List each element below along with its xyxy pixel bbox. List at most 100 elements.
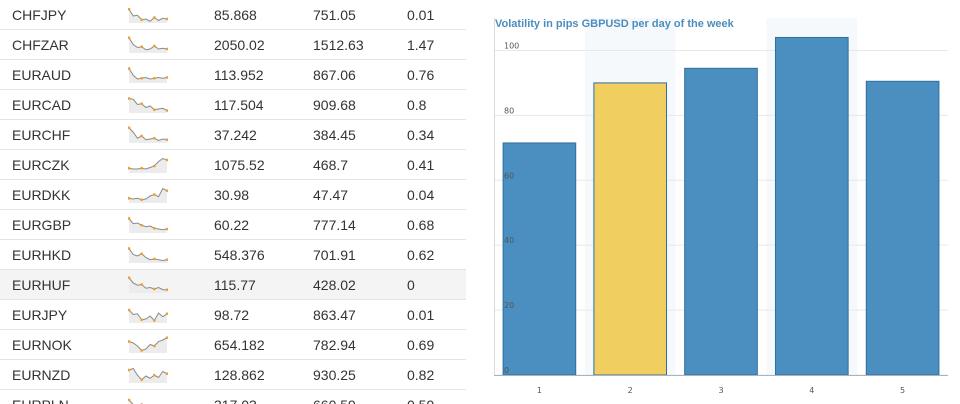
table-row[interactable]: CHFZAR 2050.02 1512.63 1.47: [0, 30, 466, 60]
sparkline-area: [129, 68, 167, 83]
pip-ratio: 0.69: [407, 336, 435, 353]
sparkline-marker: [152, 257, 156, 260]
sparkline-marker: [128, 339, 131, 343]
pip-value: 60.22: [214, 216, 250, 233]
sparkline-marker: [152, 44, 156, 47]
pip-ratio: 0.62: [407, 246, 435, 263]
sparkline-cell: [128, 390, 214, 404]
chart-title: Volatility in pips GBPUSD per day of the…: [495, 18, 734, 30]
sparkline-marker: [128, 246, 131, 250]
sparkline-marker: [128, 166, 131, 170]
table-row[interactable]: EURHKD 548.376 701.91 0.62: [0, 240, 466, 270]
table-row[interactable]: EURCAD 117.504 909.68 0.8: [0, 90, 466, 120]
sparkline-marker: [140, 101, 144, 105]
pip-value: 113.952: [214, 66, 264, 83]
x-tick-label: 2: [628, 386, 633, 395]
pip-range: 777.14: [313, 216, 356, 233]
sparkline-area: [129, 8, 167, 23]
sparkline-line: [128, 399, 143, 404]
table-row[interactable]: EURHUF 115.77 428.02 0: [0, 270, 466, 300]
sparkline-marker: [140, 44, 144, 48]
sparkline-marker: [128, 216, 131, 220]
table-row[interactable]: EURGBP 60.22 777.14 0.68: [0, 210, 466, 240]
table-row[interactable]: CHFJPY 85.868 751.05 0.01: [0, 0, 466, 30]
sparkline-marker: [140, 377, 144, 381]
sparkline-marker: [152, 107, 156, 111]
sparkline-cell: [128, 270, 214, 300]
sparkline-cell: [128, 30, 214, 60]
table-row[interactable]: EURNOK 654.182 782.94 0.69: [0, 330, 466, 360]
sparkline: [128, 308, 168, 323]
currency-pair: CHFZAR: [12, 36, 69, 53]
sparkline-area: [129, 218, 167, 233]
sparkline-cell: [128, 0, 214, 30]
sparkline: [128, 216, 168, 233]
table-row[interactable]: EURCHF 37.242 384.45 0.34: [0, 120, 466, 150]
bar-day-1: [502, 142, 577, 376]
sparkline: [128, 335, 168, 353]
sparkline-marker: [165, 158, 168, 161]
sparkline-marker: [128, 35, 131, 39]
sparkline-line: [128, 247, 168, 261]
sparkline-line: [128, 97, 168, 111]
table-row[interactable]: EURDKK 30.98 47.47 0.04: [0, 180, 466, 210]
sparkline: [128, 35, 168, 53]
pip-range: 384.45: [313, 126, 356, 143]
table-row[interactable]: EURJPY 98.72 863.47 0.01: [0, 300, 466, 330]
sparkline-marker: [140, 251, 144, 255]
currency-pair: EURNOK: [12, 336, 72, 353]
sparkline-line: [128, 126, 168, 141]
sparkline-area: [129, 368, 167, 383]
pip-value: 115.77: [214, 276, 256, 293]
pip-value: 128.862: [214, 366, 265, 383]
y-tick-label: 40: [504, 236, 514, 245]
currency-pair: EURCHF: [12, 126, 71, 143]
table-row[interactable]: EURPLN 317.03660.590.59: [0, 390, 466, 404]
table-row[interactable]: EURNZD 128.862 930.25 0.82: [0, 360, 466, 390]
sparkline-area: [129, 248, 167, 263]
sparkline-area: [129, 309, 167, 323]
volatility-table: CHFJPY 85.868 751.05 0.01 CHFZAR 2050.02 1512.…: [0, 0, 466, 404]
currency-pair: EURCAD: [12, 96, 72, 113]
sparkline-marker: [128, 308, 131, 311]
sparkline-marker: [152, 287, 156, 290]
table-row[interactable]: EURCZK 1075.52 468.7 0.41: [0, 150, 466, 180]
sparkline-cell: [128, 90, 214, 120]
sparkline: [128, 7, 168, 23]
sparkline-marker: [152, 344, 156, 347]
pip-range: 1512.63: [313, 36, 364, 53]
pip-range: 930.25: [313, 366, 356, 383]
sparkline-cell: [128, 180, 214, 210]
bar-day-4: [774, 36, 849, 376]
y-tick-label: 60: [504, 171, 514, 180]
pip-range: 863.47: [313, 306, 356, 323]
sparkline-marker: [140, 348, 144, 352]
sparkline-marker: [140, 166, 144, 170]
sparkline-marker: [165, 311, 168, 315]
y-tick-label: 20: [504, 301, 514, 310]
sparkline-marker: [165, 227, 168, 230]
currency-pair: EURHUF: [12, 276, 71, 293]
currency-pair: EURGBP: [12, 216, 72, 233]
x-tick-label: 3: [718, 386, 723, 395]
sparkline-marker: [140, 134, 144, 137]
sparkline-marker: [128, 96, 131, 100]
currency-pair: EURAUD: [12, 66, 72, 83]
bar-day-3: [684, 67, 758, 376]
pip-ratio: 1.47: [407, 36, 435, 53]
pip-ratio: 0.82: [407, 366, 435, 383]
sparkline-marker: [165, 335, 168, 339]
table-row[interactable]: EURAUD 113.952 867.06 0.76: [0, 60, 466, 90]
sparkline-line: [128, 309, 168, 321]
sparkline-line: [128, 8, 168, 22]
sparkline-marker: [152, 226, 156, 230]
sparkline-area: [129, 277, 167, 293]
sparkline-marker: [128, 196, 131, 200]
sparkline-line: [128, 67, 168, 80]
pip-value: 654.182: [214, 336, 265, 353]
sparkline-marker: [140, 282, 144, 286]
sparkline: [128, 246, 168, 263]
pip-range: 909.68: [313, 96, 356, 113]
sparkline-marker: [128, 66, 131, 70]
sparkline-marker: [165, 371, 168, 375]
